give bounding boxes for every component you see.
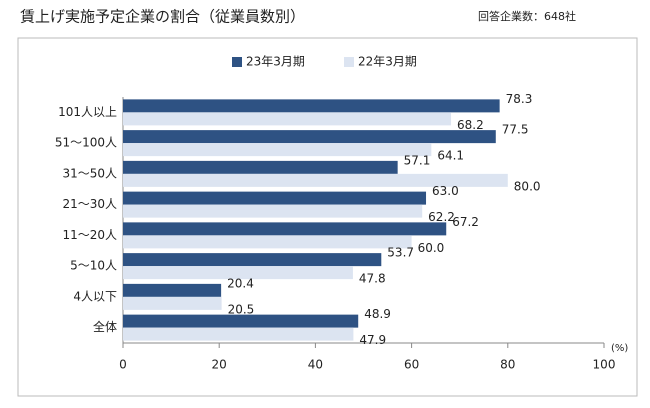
bar: [123, 283, 222, 297]
y-tick-label: 全体: [93, 319, 117, 334]
bar: [123, 143, 432, 157]
chart-title: 賃上げ実施予定企業の割合（従業員数別）: [20, 8, 305, 26]
y-tick-label: 101人以上: [58, 105, 117, 119]
bar: [123, 191, 427, 205]
bar: [123, 160, 398, 174]
bar: [123, 112, 452, 126]
bar: [123, 99, 500, 113]
unit-label: (%): [611, 343, 628, 354]
value-label: 57.1: [404, 153, 431, 167]
chart-frame: [17, 37, 638, 397]
y-tick-label: 51～100人: [55, 136, 117, 150]
value-label: 47.8: [359, 272, 386, 286]
bar: [123, 296, 222, 310]
bar: [123, 327, 354, 341]
y-tick-label: 21～30人: [62, 197, 117, 211]
bar: [123, 130, 496, 144]
value-label: 53.7: [387, 246, 414, 260]
value-label: 67.2: [452, 215, 479, 229]
legend-swatch: [232, 57, 242, 67]
note: 回答企業数：648社: [478, 9, 576, 23]
x-tick-label: 20: [212, 358, 227, 372]
legend-swatch: [344, 57, 354, 67]
value-label: 62.2: [428, 210, 455, 224]
legend-label: 22年3月期: [358, 55, 417, 69]
value-label: 47.9: [359, 333, 386, 347]
value-label: 77.5: [502, 123, 529, 137]
value-label: 78.3: [506, 92, 533, 106]
value-label: 63.0: [432, 184, 459, 198]
x-tick-label: 80: [500, 358, 515, 372]
value-label: 48.9: [364, 307, 391, 321]
value-label: 80.0: [514, 179, 541, 193]
x-tick-label: 0: [119, 358, 127, 372]
value-label: 60.0: [418, 241, 445, 255]
bar: [123, 266, 353, 280]
value-label: 20.5: [228, 302, 255, 316]
value-label: 68.2: [457, 118, 484, 132]
bar: [123, 222, 447, 236]
y-tick-label: 5～10人: [70, 259, 117, 273]
value-label: 20.4: [227, 276, 254, 290]
legend-label: 23年3月期: [246, 55, 305, 69]
y-tick-label: 11～20人: [62, 228, 117, 242]
bar: [123, 235, 412, 249]
y-tick-label: 31～50人: [62, 166, 117, 180]
x-tick-label: 60: [404, 358, 419, 372]
x-tick-label: 100: [593, 358, 616, 372]
y-tick-label: 4人以下: [73, 289, 117, 303]
bar: [123, 314, 359, 328]
bar: [123, 253, 382, 267]
x-tick-label: 40: [308, 358, 323, 372]
value-label: 64.1: [437, 149, 464, 163]
bar: [123, 173, 508, 187]
bar: [123, 204, 423, 218]
